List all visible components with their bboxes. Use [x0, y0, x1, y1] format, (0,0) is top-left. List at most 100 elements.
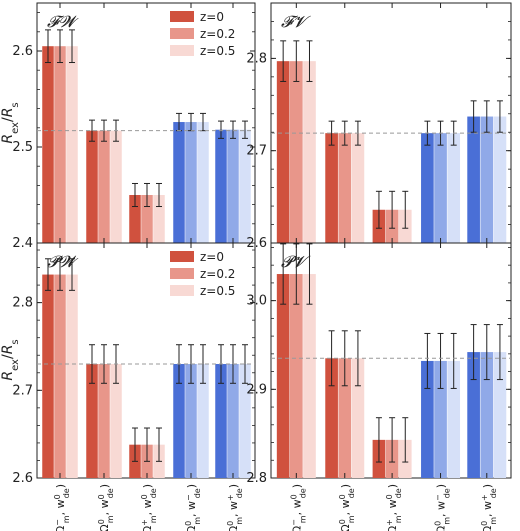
- bar: [434, 360, 447, 478]
- x-tick-label-text: (Ω0m, w0de): [337, 484, 355, 531]
- x-tick-label-text: (Ω−m, w0de): [53, 484, 71, 531]
- bar: [480, 352, 494, 478]
- y-tick-label: 2.4: [12, 236, 33, 251]
- bar: [338, 133, 352, 243]
- bar: [42, 274, 54, 478]
- bar: [129, 195, 141, 243]
- bar: [447, 360, 461, 478]
- bar: [351, 358, 365, 478]
- x-tick-label: (Ω−m, w0de): [53, 484, 71, 531]
- y-tick-label: 2.7: [12, 383, 33, 398]
- bar: [467, 116, 480, 243]
- bar: [42, 46, 54, 244]
- y-axis-label-text: Rex/Rs: [0, 102, 21, 143]
- legend-label: z=0.2: [200, 27, 235, 41]
- x-tick-label: (Ω−m, w0de): [289, 484, 307, 531]
- bar: [303, 274, 316, 478]
- bar: [173, 364, 185, 478]
- legend-label: z=0: [200, 250, 224, 264]
- panel-label: 𝓟𝓦: [47, 252, 79, 271]
- bar: [215, 364, 227, 478]
- bar: [227, 364, 239, 478]
- bar: [421, 133, 434, 243]
- legend-label: z=0.2: [200, 267, 235, 281]
- bar: [98, 364, 110, 478]
- bar: [215, 129, 227, 243]
- legend-swatch: [170, 11, 194, 22]
- y-tick-label: 2.8: [246, 471, 267, 486]
- bar: [239, 129, 251, 243]
- bar: [98, 130, 110, 243]
- y-tick-label: 2.8: [12, 296, 33, 311]
- x-tick-label-text: (Ω+m, w0de): [140, 484, 158, 531]
- y-tick-label: 2.6: [246, 236, 267, 251]
- legend-label: z=0.5: [200, 284, 235, 298]
- bar: [110, 130, 122, 243]
- bar: [289, 61, 303, 244]
- y-axis-label-text: Rex/Rs: [0, 339, 21, 380]
- panel-1: 2.4 2.5 2.6 𝓕𝓦 z=0 z=0.2 z=0.5: [12, 2, 256, 251]
- panel-4: 2.8 2.9 3.0 𝓟𝓥 (Ω−m, w0de) (Ω0m, w0de) (Ω+m, w…: [246, 242, 512, 531]
- bar: [351, 133, 365, 243]
- x-tick-label-text: (Ω0m, w+de): [226, 484, 244, 531]
- x-tick-label: (Ω0m, w0de): [97, 484, 115, 531]
- x-tick-label-text: (Ω+m, w0de): [385, 484, 403, 531]
- legend-swatch: [170, 45, 194, 56]
- bar: [173, 122, 185, 243]
- panel-label: 𝓕𝓥: [281, 12, 312, 31]
- bar: [86, 130, 98, 243]
- bar: [289, 274, 303, 478]
- bar: [447, 133, 461, 243]
- bar: [185, 364, 197, 478]
- bar: [493, 116, 507, 243]
- bar: [276, 274, 290, 478]
- x-tick-label-text: (Ω0m, w−de): [433, 484, 451, 531]
- y-axis-label: Rex/Rs: [0, 339, 21, 380]
- legend-label: z=0.5: [200, 44, 235, 58]
- x-tick-label: (Ω+m, w0de): [140, 484, 158, 531]
- x-tick-label-text: (Ω−m, w0de): [289, 484, 307, 531]
- bar: [421, 360, 434, 478]
- bar: [303, 61, 316, 244]
- bar: [110, 364, 122, 478]
- y-tick-label: 2.6: [12, 471, 33, 486]
- bar: [86, 364, 98, 478]
- bar: [325, 358, 338, 478]
- x-tick-label-text: (Ω0m, w0de): [97, 484, 115, 531]
- y-tick-label: 2.8: [246, 51, 267, 66]
- x-tick-label: (Ω0m, w−de): [433, 484, 451, 531]
- y-tick-label: 2.5: [12, 140, 33, 155]
- panel-3: 2.6 2.7 2.8 𝓟𝓦 z=0 z=0.2 z=0.5 (Ω−m, w0de) (Ω0m,…: [12, 242, 256, 531]
- bar: [54, 46, 66, 244]
- bar: [239, 364, 251, 478]
- bar: [197, 122, 209, 243]
- legend-swatch: [170, 268, 194, 279]
- x-tick-label: (Ω+m, w0de): [385, 484, 403, 531]
- bar: [66, 274, 78, 478]
- bar: [66, 46, 78, 244]
- panel-label: 𝓟𝓥: [281, 252, 312, 271]
- bar: [325, 133, 338, 243]
- panel-label: 𝓕𝓦: [47, 12, 79, 31]
- legend-swatch: [170, 28, 194, 39]
- y-tick-label: 3.0: [246, 294, 267, 309]
- bar: [227, 129, 239, 243]
- bar: [197, 364, 209, 478]
- bar: [467, 352, 480, 478]
- legend-swatch: [170, 285, 194, 296]
- y-tick-label: 2.9: [246, 382, 267, 397]
- x-tick-label: (Ω0m, w−de): [184, 484, 202, 531]
- bar: [338, 358, 352, 478]
- bar: [434, 133, 447, 243]
- y-tick-label: 2.6: [12, 44, 33, 59]
- legend-label: z=0: [200, 10, 224, 24]
- panel-2: 2.6 2.7 2.8 𝓕𝓥: [246, 2, 512, 251]
- x-tick-label: (Ω0m, w0de): [337, 484, 355, 531]
- x-tick-label: (Ω0m, w+de): [226, 484, 244, 531]
- y-tick-label: 2.7: [246, 144, 267, 159]
- x-tick-label-text: (Ω0m, w+de): [479, 484, 497, 531]
- bar: [153, 195, 165, 243]
- bar: [185, 122, 197, 243]
- bar: [480, 116, 494, 243]
